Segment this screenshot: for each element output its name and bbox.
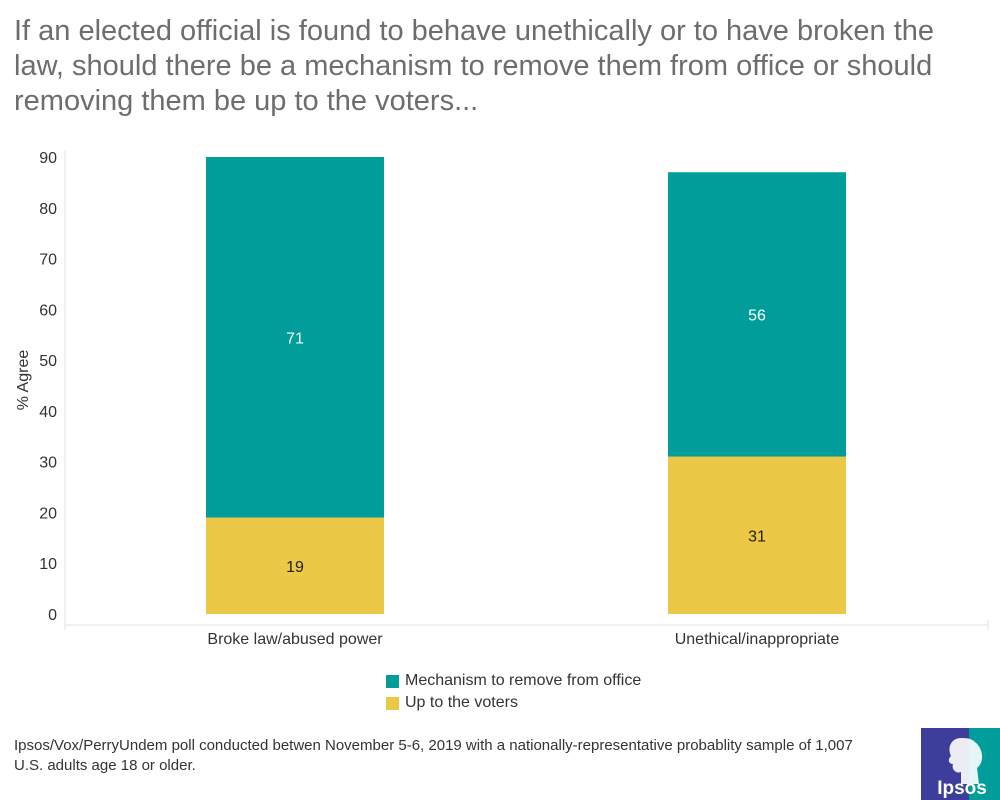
y-tick-label: 30 <box>39 455 57 472</box>
y-tick-label: 80 <box>39 201 57 218</box>
bar-segment <box>206 517 384 614</box>
legend-item: Up to the voters <box>386 692 641 714</box>
y-tick-label: 50 <box>39 353 57 370</box>
chart-legend: Mechanism to remove from office Up to the… <box>386 670 641 714</box>
stacked-bar-chart: 0 10 20 30 40 50 60 70 80 90 % Agree 19 71 Broke law/… <box>15 150 989 648</box>
legend-item: Mechanism to remove from office <box>386 670 641 692</box>
data-label: 56 <box>748 307 766 324</box>
data-label: 71 <box>286 330 304 347</box>
data-label: 19 <box>286 559 304 576</box>
footnote: Ipsos/Vox/PerryUndem poll conducted betw… <box>14 737 853 774</box>
legend-label: Up to the voters <box>405 694 518 711</box>
ipsos-logo: Ipsos <box>921 728 1000 800</box>
legend-label: Mechanism to remove from office <box>405 672 642 689</box>
y-axis-label: % Agree <box>15 350 32 411</box>
y-tick-label: 90 <box>39 150 57 167</box>
y-tick-label: 10 <box>39 556 57 573</box>
bar-segment <box>206 157 384 518</box>
data-label: 31 <box>748 528 766 545</box>
legend-swatch <box>386 696 399 710</box>
y-tick-label: 0 <box>48 607 57 624</box>
y-tick-label: 20 <box>39 505 57 522</box>
chart-title: If an elected official is found to behav… <box>14 15 935 117</box>
bar-segment <box>668 172 846 457</box>
bar-segment <box>668 456 846 614</box>
y-tick-label: 60 <box>39 302 57 319</box>
y-tick-label: 40 <box>39 404 57 421</box>
x-tick-label: Unethical/inappropriate <box>675 631 840 648</box>
svg-text:Ipsos: Ipsos <box>937 778 987 799</box>
x-tick-label: Broke law/abused power <box>207 631 383 648</box>
y-tick-label: 70 <box>39 252 57 269</box>
legend-swatch <box>386 674 399 688</box>
